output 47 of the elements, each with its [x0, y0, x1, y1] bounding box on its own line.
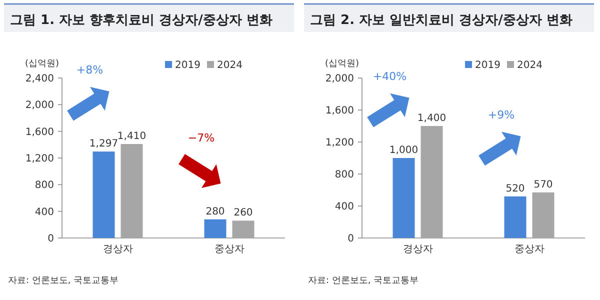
y-tick-label: 800 [34, 180, 54, 192]
bar [120, 144, 143, 238]
bar [504, 196, 526, 238]
bar [232, 220, 254, 238]
y-axis-title: (십억원) [324, 59, 360, 69]
annotation: −7% [188, 131, 215, 144]
y-tick-label: 400 [34, 206, 54, 218]
legend-label: 2019 [475, 60, 500, 71]
y-tick-label: 1,600 [25, 126, 54, 138]
y-tick-label: 1,200 [25, 154, 54, 164]
y-tick-label: 1,200 [325, 138, 354, 148]
x-tick-label: 중상자 [514, 244, 544, 255]
legend-label: 2024 [217, 60, 242, 71]
bar [392, 158, 415, 238]
y-tick-label: 2,000 [25, 100, 54, 112]
y-tick-label: 2,400 [25, 74, 54, 84]
data-label: 1,297 [89, 138, 118, 150]
bar [532, 192, 554, 238]
data-label: 1,000 [389, 145, 418, 156]
legend-label: 2024 [517, 60, 542, 71]
y-tick-label: 0 [348, 234, 354, 244]
data-label: 570 [534, 179, 553, 190]
text: +8% [76, 64, 104, 77]
y-axis-title: (십억원) [24, 59, 60, 69]
y-tick-label: 2,000 [325, 74, 354, 84]
bar [420, 126, 443, 238]
annotation: +40% [372, 70, 407, 83]
bar [204, 219, 226, 238]
y-tick-label: 0 [48, 234, 54, 244]
y-tick-label: 800 [334, 170, 354, 180]
data-label: 260 [234, 208, 253, 219]
x-tick-label: 중상자 [214, 244, 244, 255]
x-tick-label: 경상자 [102, 244, 133, 255]
x-tick-label: 경상자 [402, 244, 433, 255]
data-label: 520 [506, 183, 525, 194]
legend-label: 2019 [175, 60, 200, 71]
data-label: 1,410 [117, 131, 146, 142]
annotation: +9% [488, 108, 515, 122]
bar [92, 152, 115, 238]
chart-title: 그림 2. 자보 일반치료비 경상자/중상자 변화 [310, 13, 572, 28]
data-label: 1,400 [417, 113, 446, 124]
text: 자료: 언론보도, 국토교통부 [8, 276, 119, 286]
data-label: 280 [206, 206, 225, 218]
text: 자료: 언론보도, 국토교통부 [308, 276, 419, 286]
y-tick-label: 1,600 [325, 106, 354, 116]
chart-title: 그림 1. 자보 향후치료비 경상자/중상자 변화 [10, 13, 272, 28]
y-tick-label: 400 [334, 202, 354, 212]
